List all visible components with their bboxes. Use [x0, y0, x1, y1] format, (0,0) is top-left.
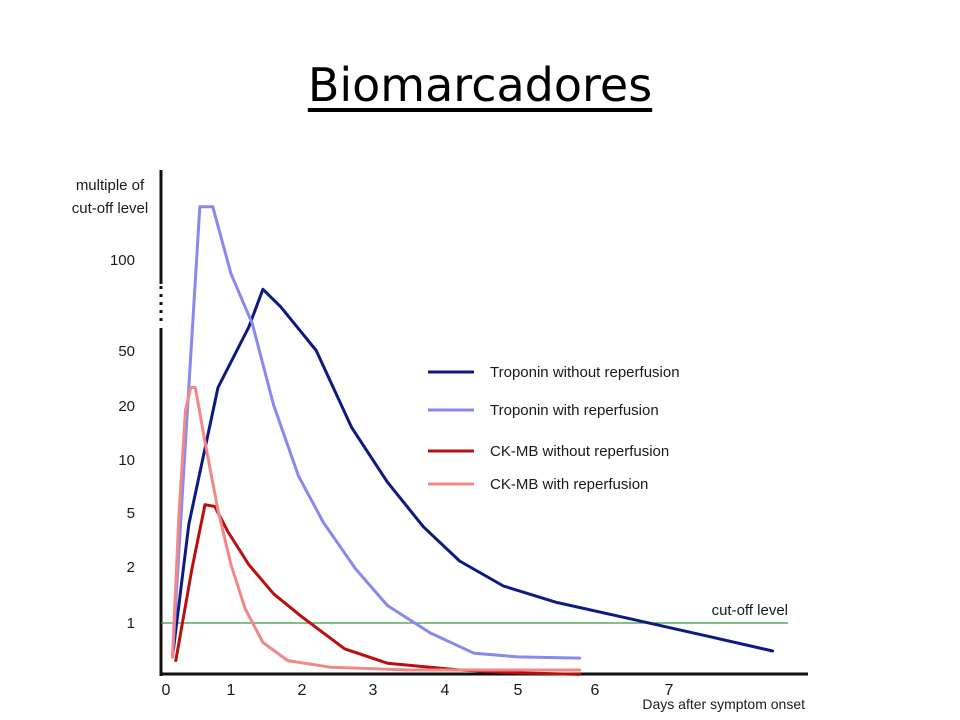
cutoff-line-label: cut-off level [712, 602, 788, 619]
series-line-troponin-without-reperfusion [171, 287, 775, 659]
slide-title: Biomarcadores [307, 58, 653, 112]
series-line-troponin-with-reperfusion [171, 205, 582, 660]
x-axis-title: Days after symptom onset [642, 696, 805, 712]
x-tick-label: 2 [298, 682, 307, 699]
x-tick-label: 4 [441, 682, 450, 699]
y-tick-label: 20 [118, 398, 135, 415]
y-tick-label: 100 [110, 252, 135, 269]
x-tick-label: 5 [514, 682, 523, 699]
y-tick-label: 10 [118, 452, 135, 469]
legend-label: CK-MB without reperfusion [490, 443, 669, 460]
y-axis-title-line1: multiple of [76, 177, 145, 194]
x-tick-label: 6 [591, 682, 600, 699]
x-tick-label: 7 [665, 682, 674, 699]
x-tick-label: 1 [227, 682, 236, 699]
y-tick-label: 5 [127, 505, 135, 522]
y-axis-title-line2: cut-off level [72, 200, 148, 217]
x-tick-label: 3 [369, 682, 378, 699]
axis-break-gap [155, 284, 169, 328]
y-tick-label: 50 [118, 343, 135, 360]
legend-label: Troponin without reperfusion [490, 364, 680, 381]
series-line-ck-mb-with-reperfusion [171, 386, 582, 672]
legend-label: Troponin with reperfusion [490, 402, 659, 419]
y-tick-label: 1 [127, 615, 135, 632]
legend-label: CK-MB with reperfusion [490, 476, 648, 493]
x-tick-label: 0 [162, 682, 171, 699]
y-tick-label: 2 [127, 559, 135, 576]
